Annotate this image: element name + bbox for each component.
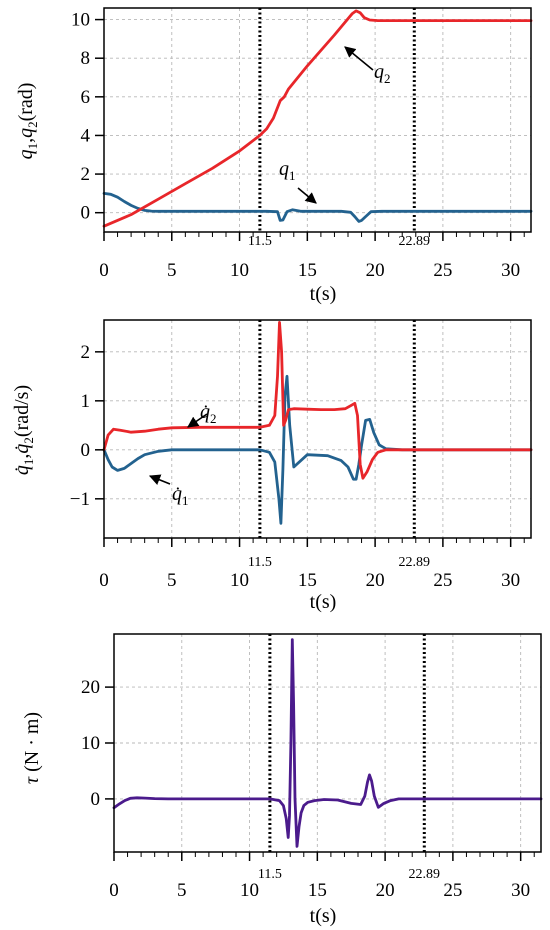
x-tick-label: 10 xyxy=(230,570,249,591)
vline-label: 22.89 xyxy=(409,867,441,882)
y-axis-label-tau: τ (N · m) xyxy=(21,712,43,784)
y-tick-label: 8 xyxy=(81,48,91,69)
y-tick-label: 6 xyxy=(81,87,91,108)
annotation-label-qdot1: q̇1 xyxy=(172,483,189,508)
y-tick-label: −1 xyxy=(70,489,90,510)
chart-panel-qdot: q̇1,q̇2(rad/s) t(s) 11.5 22.890 5 10 15 20 25 3… xyxy=(11,319,533,613)
x-tick-label: 15 xyxy=(298,570,317,591)
x-tick-label: 30 xyxy=(501,260,520,281)
y-tick-label: 0 xyxy=(81,203,91,224)
annotation-label-qdot2: q̇2 xyxy=(200,401,217,426)
grid xyxy=(103,8,531,232)
x-tick-label: 25 xyxy=(443,880,462,901)
x-tick-label: 20 xyxy=(376,880,395,901)
y-tick-label: 4 xyxy=(81,125,91,146)
grid xyxy=(113,634,541,852)
y-axis-label-qdot: q̇1,q̇2(rad/s) xyxy=(11,385,36,475)
x-axis-label-qdot: t(s) xyxy=(310,591,337,613)
y-tick-label: 10 xyxy=(71,10,90,31)
annotation-label-q2: q2 xyxy=(374,61,391,86)
x-tick-label: 30 xyxy=(511,880,530,901)
annotation-arrow-qdot2 xyxy=(187,413,208,428)
x-axis-label-tau: t(s) xyxy=(310,905,337,927)
series-line xyxy=(112,638,543,848)
series-line xyxy=(102,374,533,525)
y-tick-label: 20 xyxy=(81,677,100,698)
y-tick-label: 0 xyxy=(81,440,91,461)
x-tick-label: 25 xyxy=(433,260,452,281)
x-tick-label: 5 xyxy=(167,570,177,591)
x-tick-label: 0 xyxy=(109,880,119,901)
annotation-arrow-q1 xyxy=(297,187,317,204)
series-line xyxy=(102,192,533,223)
x-axis-label-q: t(s) xyxy=(310,283,337,305)
x-tick-label: 30 xyxy=(501,570,520,591)
y-tick-label: 1 xyxy=(81,391,91,412)
chart-panel-q: q1,q2(rad) t(s) 11.5 22.89 0 5 10 15 20 25 30 0 2 4… xyxy=(15,7,533,305)
vline-label: 22.89 xyxy=(399,234,431,249)
x-tick-label: 25 xyxy=(433,570,452,591)
series-line xyxy=(102,321,533,480)
annotation-arrow-qdot1 xyxy=(148,474,171,485)
plot-frame xyxy=(103,319,532,539)
vline-label: 11.5 xyxy=(248,234,272,249)
annotation-arrow-q2 xyxy=(344,46,374,71)
x-tick-label: 10 xyxy=(230,260,249,281)
annotation-label-q1: q1 xyxy=(279,158,296,183)
vline-label: 22.89 xyxy=(399,555,431,570)
x-tick-label: 10 xyxy=(240,880,259,901)
vline-label: 11.5 xyxy=(248,555,272,570)
plot-frame xyxy=(103,7,532,233)
x-tick-label: 5 xyxy=(167,260,177,281)
x-tick-label: 0 xyxy=(99,570,109,591)
chart-panel-tau: τ (N · m) t(s) 11.5 22.89 0 5 10 15 20 25 30 0 10 2… xyxy=(21,633,543,927)
y-axis-label-q: q1,q2(rad) xyxy=(15,83,40,160)
y-tick-label: 2 xyxy=(81,164,91,185)
series-line xyxy=(102,9,533,228)
x-tick-label: 0 xyxy=(99,260,109,281)
x-tick-label: 5 xyxy=(177,880,187,901)
x-tick-label: 20 xyxy=(366,570,385,591)
y-tick-label: 0 xyxy=(91,789,101,810)
x-tick-label: 15 xyxy=(298,260,317,281)
y-tick-label: 2 xyxy=(81,342,91,363)
x-tick-label: 15 xyxy=(308,880,327,901)
y-tick-label: 10 xyxy=(81,733,100,754)
x-tick-label: 20 xyxy=(366,260,385,281)
vline-label: 11.5 xyxy=(258,867,282,882)
